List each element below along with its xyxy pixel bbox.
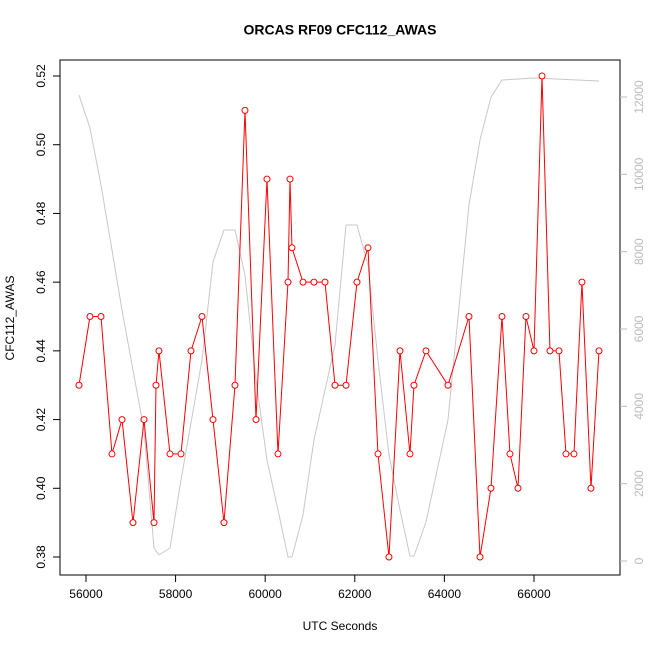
x-tick-label: 62000 [338,587,372,601]
y2-tick-label: 12000 [632,80,646,114]
data-point [177,450,185,458]
x-tick-label: 58000 [159,587,193,601]
data-point [385,553,393,561]
data-point [155,347,163,355]
data-point [562,450,570,458]
data-point [546,347,554,355]
series-line [78,77,600,558]
data-point [310,278,318,286]
x-tick-label: 64000 [428,587,462,601]
data-point [498,313,506,321]
data-point [595,347,603,355]
data-point [231,381,239,389]
data-point [86,313,94,321]
data-point [252,416,260,424]
x-tick-label: 60000 [248,587,282,601]
data-point [530,347,538,355]
data-point [288,244,296,252]
data-point [578,278,586,286]
data-point [396,347,404,355]
data-point [487,484,495,492]
y-tick-label: 0.46 [34,270,48,294]
data-point [444,381,452,389]
data-point [166,450,174,458]
data-point [286,175,294,183]
data-point [514,484,522,492]
data-point [331,381,339,389]
data-point [187,347,195,355]
plot-box [59,59,621,576]
data-point [118,416,126,424]
data-point [364,244,372,252]
y-axis-label: CFC112_AWAS [3,276,17,361]
data-point [587,484,595,492]
data-point [75,381,83,389]
data-point [321,278,329,286]
data-point [108,450,116,458]
y2-tick-label: 4000 [632,393,646,420]
y-tick-label: 0.44 [34,339,48,363]
data-point [465,313,473,321]
y-tick-label: 0.42 [34,408,48,432]
y2-tick-label: 2000 [632,470,646,497]
x-axis-label: UTC Seconds [303,619,378,633]
data-point [129,519,137,527]
data-point [152,381,160,389]
data-point [299,278,307,286]
data-point [220,519,228,527]
data-point [555,347,563,355]
data-point [538,72,546,80]
data-point [353,278,361,286]
data-point [406,450,414,458]
data-point [274,450,282,458]
data-point [476,553,484,561]
data-point [374,450,382,458]
y2-tick-label: 0 [632,557,646,564]
y-tick-label: 0.48 [34,201,48,225]
y-tick-label: 0.52 [34,64,48,88]
y-tick-label: 0.50 [34,133,48,157]
data-point [506,450,514,458]
data-point [422,347,430,355]
chart-title: ORCAS RF09 CFC112_AWAS [244,22,437,38]
data-point [410,381,418,389]
data-point [342,381,350,389]
y-tick-label: 0.38 [34,545,48,569]
x-tick-label: 66000 [517,587,551,601]
y2-tick-label: 6000 [632,315,646,342]
y2-tick-label: 8000 [632,238,646,265]
data-point [522,313,530,321]
y-tick-label: 0.40 [34,476,48,500]
data-point [241,106,249,114]
data-point [150,519,158,527]
data-point [570,450,578,458]
data-point [263,175,271,183]
data-point [209,416,217,424]
data-point [97,313,105,321]
data-point [140,416,148,424]
x-tick-label: 56000 [69,587,103,601]
data-point [284,278,292,286]
data-point [198,313,206,321]
y2-tick-label: 10000 [632,157,646,191]
series-line [78,75,600,558]
